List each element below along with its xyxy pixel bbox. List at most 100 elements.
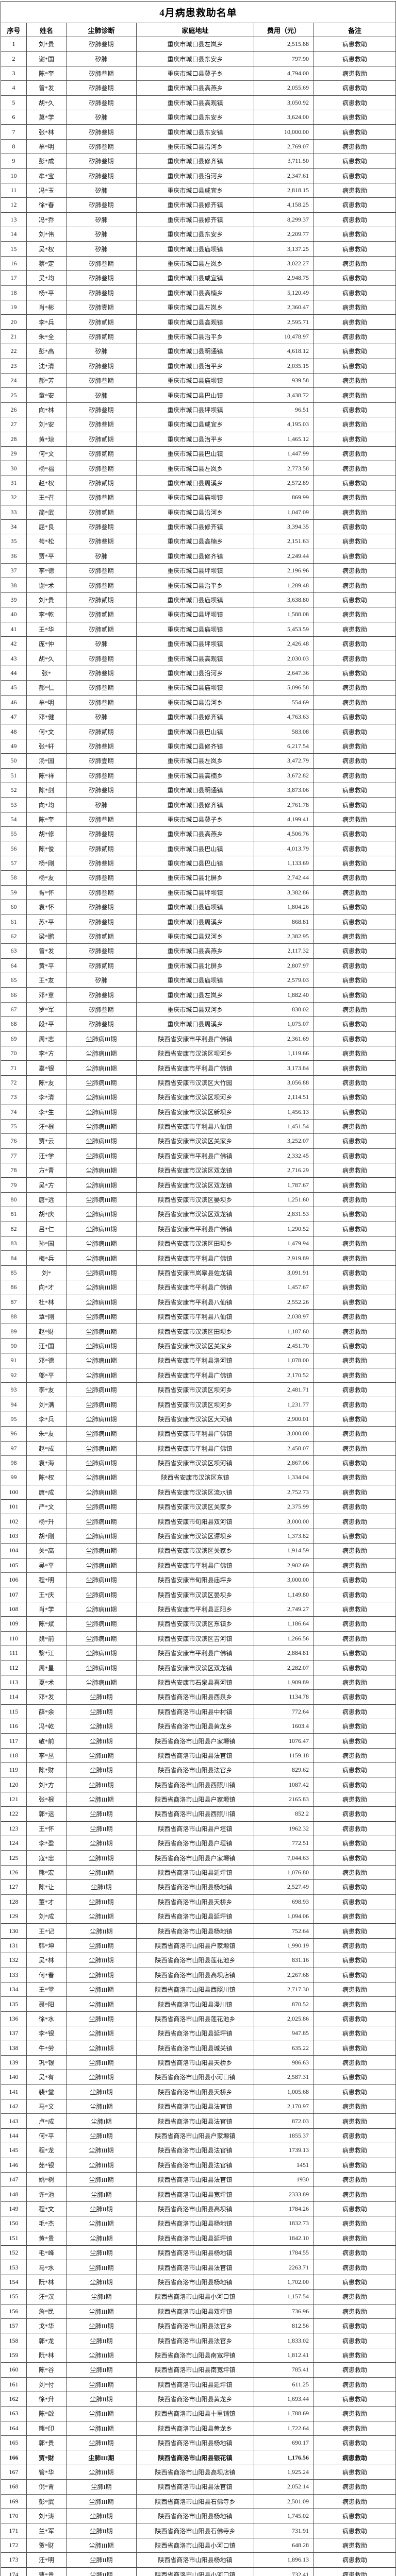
cell-fee: 2,773.58	[254, 461, 314, 476]
cell-no: 104	[1, 1543, 27, 1558]
cell-note: 病患救助	[313, 300, 396, 315]
table-row: 35 苟*松 矽肺叁期 重庆市城口县高楠乡 2,151.63 病患救助	[1, 534, 396, 549]
cell-address: 重庆市城口县蓼子乡	[136, 65, 254, 81]
table-row: 146 茹*银 尘肺III期 陕西省商洛市山阳县法官镇 1451 病患救助	[1, 2157, 396, 2173]
cell-address: 陕西省安康市汉滨区双龙镇	[136, 1177, 254, 1193]
cell-address: 陕西省商洛市山阳县黄龙乡	[136, 2391, 254, 2407]
table-row: 117 敬*前 尘肺II期 陕西省商洛市山阳县户家塬镇 1076.47 病患救助	[1, 1733, 396, 1749]
cell-name: 邓*章	[26, 987, 67, 1003]
cell-name: 梁*鹏	[26, 928, 67, 944]
cell-no: 56	[1, 841, 27, 856]
cell-address: 重庆市城口县治平乡	[136, 578, 254, 593]
cell-diagnosis: 尘肺III期	[66, 2143, 137, 2158]
cell-name: 陈*祥	[26, 768, 67, 783]
cell-address: 陕西省商洛市山阳县小河口镇	[136, 2537, 254, 2553]
cell-diagnosis: 尘肺I期	[66, 2113, 137, 2129]
cell-address: 陕西省商洛市山阳县户家塬镇	[136, 1791, 254, 1807]
cell-name: 苟*松	[26, 534, 67, 549]
cell-fee: 6,217.54	[254, 738, 314, 754]
cell-address: 陕西省商洛市山阳县宽坪镇	[136, 2187, 254, 2202]
cell-note: 病患救助	[313, 1324, 396, 1339]
table-row: 4 曾*发 矽肺叁期 重庆市城口县高燕乡 2,055.69 病患救助	[1, 80, 396, 96]
cell-fee: 1,373.82	[254, 1528, 314, 1544]
cell-address: 重庆市城口县东安乡	[136, 227, 254, 242]
table-row: 47 邓*健 矽肺 重庆市城口县修齐镇 4,763.63 病患救助	[1, 709, 396, 725]
cell-no: 159	[1, 2347, 27, 2363]
cell-fee: 1962.32	[254, 1821, 314, 1837]
cell-address: 陕西省安康市汉滨区流水镇	[136, 1484, 254, 1500]
cell-fee: 1,896.13	[254, 2552, 314, 2568]
cell-no: 29	[1, 446, 27, 462]
table-row: 7 张*林 矽肺叁期 重庆市城口县东安镇 10,000.00 病患救助	[1, 124, 396, 140]
cell-name: 罗*军	[26, 1002, 67, 1018]
cell-name: 向*均	[26, 797, 67, 812]
cell-note: 病患救助	[313, 109, 396, 125]
cell-name: 陈*奎	[26, 65, 67, 81]
cell-address: 陕西省商洛市山阳县户家塬镇	[136, 1850, 254, 1866]
cell-note: 病患救助	[313, 578, 396, 593]
cell-diagnosis: 矽肺叁期	[66, 782, 137, 798]
cell-fee: 1832.73	[254, 2216, 314, 2231]
cell-fee: 2,884.81	[254, 1645, 314, 1661]
cell-no: 125	[1, 1850, 27, 1866]
cell-name: 贺*财	[26, 2537, 67, 2553]
cell-name: 管*华	[26, 2464, 67, 2480]
cell-name: 赵*财	[26, 1324, 67, 1339]
cell-address: 陕西省商洛市山阳县法官镇	[136, 2479, 254, 2495]
cell-note: 病患救助	[313, 1981, 396, 1997]
cell-address: 重庆市城口县东安乡	[136, 51, 254, 66]
cell-note: 病患救助	[313, 2274, 396, 2290]
cell-diagnosis: 尘肺III期	[66, 2157, 137, 2173]
table-row: 9 彭*成 矽肺叁期 重庆市城口县修齐镇 3,711.50 病患救助	[1, 154, 396, 169]
cell-name: 杨*福	[26, 461, 67, 476]
cell-no: 37	[1, 563, 27, 579]
cell-diagnosis: 矽肺	[66, 344, 137, 359]
cell-name: 覃*刚	[26, 1309, 67, 1325]
cell-note: 病患救助	[313, 592, 396, 608]
cell-no: 171	[1, 2523, 27, 2538]
cell-fee: 1,990.19	[254, 1938, 314, 1954]
cell-note: 病患救助	[313, 2245, 396, 2261]
cell-diagnosis: 矽肺叁期	[66, 534, 137, 549]
cell-diagnosis: 尘肺病III期	[66, 1265, 137, 1281]
cell-fee: 1,588.08	[254, 607, 314, 622]
cell-no: 119	[1, 1762, 27, 1778]
cell-fee: 1,290.52	[254, 1221, 314, 1237]
cell-no: 73	[1, 1090, 27, 1105]
cell-note: 病患救助	[313, 372, 396, 388]
table-row: 169 彭*武 尘肺III期 陕西省商洛市山阳县石佛寺乡 2,501.09 病患救助	[1, 2494, 396, 2510]
cell-diagnosis: 尘肺II期	[66, 2391, 137, 2407]
table-row: 95 李*兵 尘肺病III期 陕西省安康市汉滨区大河镇 2,900.01 病患救助	[1, 1411, 396, 1427]
cell-no: 82	[1, 1221, 27, 1237]
cell-name: 赵*成	[26, 1440, 67, 1456]
table-row: 68 段*平 矽肺叁期 重庆市城口县周溪乡 1,075.07 病患救助	[1, 1016, 396, 1032]
table-row: 74 李*生 尘肺病III期 陕西省安康市汉滨区新坝乡 1,456.13 病患救助	[1, 1104, 396, 1120]
table-row: 54 陈*奎 矽肺叁期 重庆市城口县蓼子乡 4,199.41 病患救助	[1, 811, 396, 827]
table-row: 3 陈*奎 矽肺叁期 重庆市城口县蓼子乡 4,794.00 病患救助	[1, 65, 396, 81]
cell-name: 倪*青	[26, 2479, 67, 2495]
cell-no: 18	[1, 285, 27, 301]
cell-note: 病患救助	[313, 1484, 396, 1500]
cell-note: 病患救助	[313, 665, 396, 681]
table-row: 140 吴*有 尘肺III期 陕西省商洛市山阳县小河口镇 2,587.31 病患救助	[1, 2070, 396, 2085]
cell-no: 105	[1, 1557, 27, 1573]
cell-note: 病患救助	[313, 1016, 396, 1032]
table-row: 130 王*记 尘肺II期 陕西省商洛市山阳县杨地镇 752.64 病患救助	[1, 1923, 396, 1939]
table-row: 36 贾*平 矽肺 重庆市城口县修齐镇 2,249.44 病患救助	[1, 548, 396, 564]
table-row: 46 牟*明 矽肺叁期 重庆市城口县沿河乡 554.69 病患救助	[1, 694, 396, 710]
cell-diagnosis: 尘肺III期	[66, 2420, 137, 2436]
cell-name: 莫*学	[26, 109, 67, 125]
table-row: 86 向*才 尘肺病III期 陕西省安康市平利县广佛镇 1,457.67 病患救助	[1, 1280, 396, 1295]
cell-address: 重庆市城口县庙坝镇	[136, 972, 254, 988]
cell-diagnosis: 矽肺叁期	[66, 885, 137, 901]
cell-no: 43	[1, 651, 27, 666]
cell-name: 吴*有	[26, 2070, 67, 2085]
table-row: 173 汪*明 尘肺II期 陕西省商洛市山阳县杨地镇 1,896.13 病患救助	[1, 2552, 396, 2568]
table-row: 108 肖*学 尘肺病III期 陕西省安康市平利县正阳乡 2,749.27 病患救助	[1, 1601, 396, 1617]
cell-fee: 2,170.97	[254, 2099, 314, 2114]
table-row: 114 邓*发 尘肺II期 陕西省商洛市山阳县西泉乡 1134.78 病患救助	[1, 1689, 396, 1705]
table-row: 62 梁*鹏 矽肺贰期 重庆市城口县双河乡 2,382.95 病患救助	[1, 928, 396, 944]
cell-no: 65	[1, 972, 27, 988]
cell-address: 重庆市城口县坪坝镇	[136, 563, 254, 579]
cell-note: 病患救助	[313, 1645, 396, 1661]
